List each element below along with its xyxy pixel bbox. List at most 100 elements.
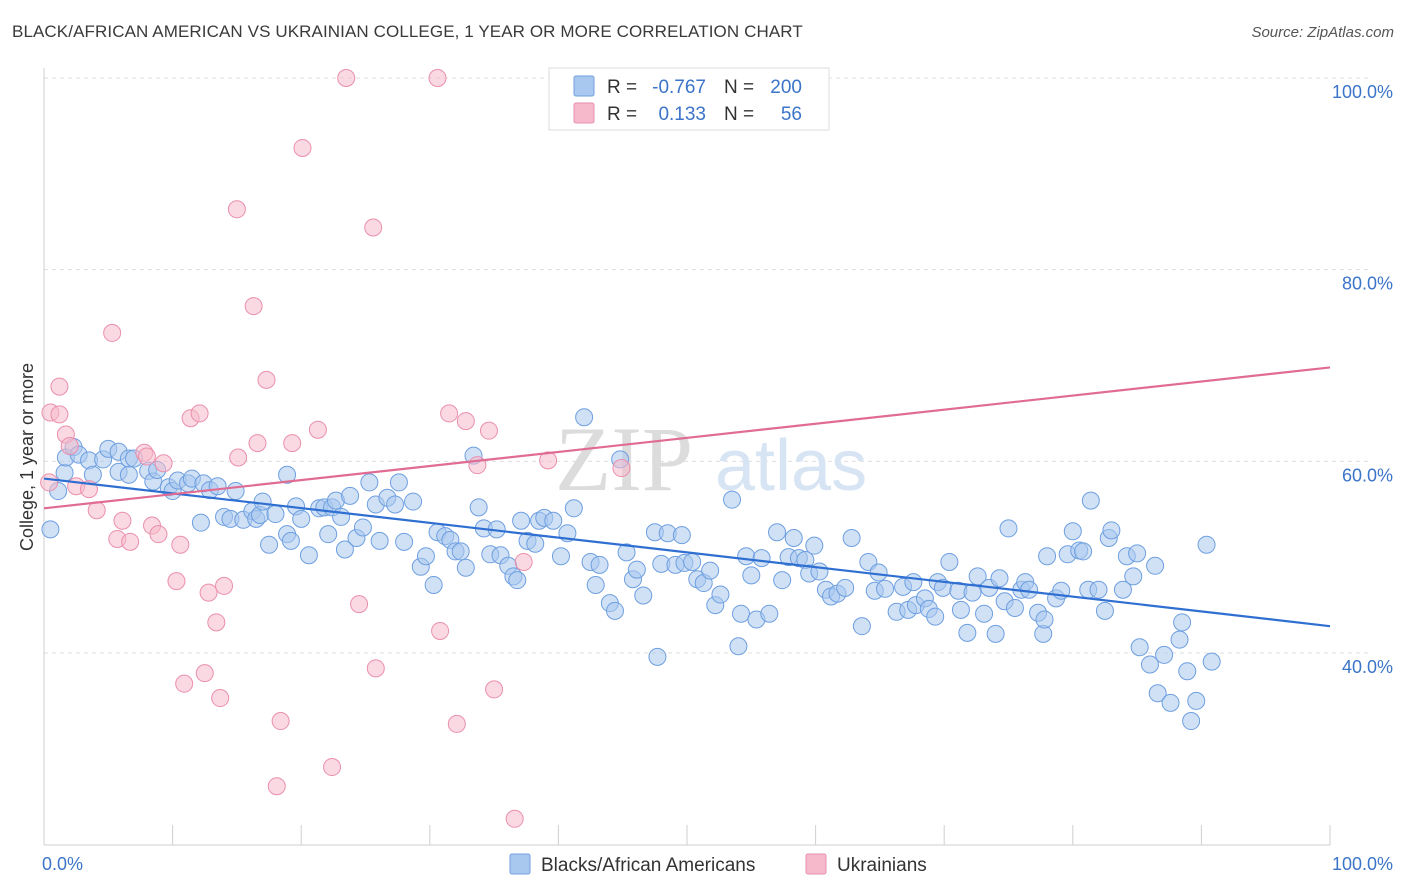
legend-bottom-swatch-blacks — [509, 853, 531, 875]
legend-n-label-ukrainians: N = — [724, 104, 754, 125]
point-blacks — [389, 473, 408, 492]
point-ukrainians — [215, 576, 234, 595]
point-blacks — [1161, 693, 1180, 712]
point-blacks — [1113, 580, 1132, 599]
point-blacks — [404, 492, 423, 511]
point-ukrainians — [612, 459, 631, 478]
point-ukrainians — [479, 421, 498, 440]
watermark-atlas: atlas — [715, 426, 867, 506]
point-blacks — [711, 585, 730, 604]
point-blacks — [353, 518, 372, 537]
point-blacks — [360, 473, 379, 492]
point-blacks — [292, 509, 311, 528]
point-blacks — [1182, 712, 1201, 731]
point-blacks — [1130, 638, 1149, 657]
legend-series: Blacks/African Americans Ukrainians — [509, 853, 927, 876]
y-tick-label: 80.0% — [1342, 274, 1393, 294]
point-blacks — [416, 547, 435, 566]
point-blacks — [1187, 691, 1206, 710]
scatter-points — [40, 69, 1221, 828]
point-ukrainians — [171, 535, 190, 554]
trend-line-ukrainians — [43, 366, 1331, 510]
chart-title: BLACK/AFRICAN AMERICAN VS UKRAINIAN COLL… — [12, 22, 803, 41]
point-blacks — [508, 571, 527, 590]
point-ukrainians — [485, 680, 504, 699]
point-blacks — [1146, 556, 1165, 575]
point-blacks — [1128, 544, 1147, 563]
point-blacks — [299, 546, 318, 565]
point-blacks — [526, 534, 545, 553]
point-ukrainians — [121, 532, 140, 551]
point-blacks — [1005, 598, 1024, 617]
point-ukrainians — [350, 595, 369, 614]
point-ukrainians — [50, 405, 69, 424]
point-blacks — [990, 569, 1009, 588]
point-ukrainians — [456, 412, 475, 431]
legend-bottom-swatch-ukrainians — [805, 853, 827, 875]
point-blacks — [1155, 645, 1174, 664]
point-blacks — [1074, 542, 1093, 561]
point-blacks — [729, 637, 748, 656]
point-blacks — [634, 586, 653, 605]
legend-bottom-label-ukrainians: Ukrainians — [837, 855, 927, 876]
point-blacks — [1063, 522, 1082, 541]
y-axis-label: College, 1 year or more — [17, 363, 37, 551]
point-blacks — [191, 513, 210, 532]
point-blacks — [723, 490, 742, 509]
point-ukrainians — [440, 404, 459, 423]
legend-swatch-ukrainians — [573, 102, 595, 124]
point-ukrainians — [113, 511, 132, 530]
point-blacks — [544, 511, 563, 530]
point-ukrainians — [154, 454, 173, 473]
point-blacks — [319, 525, 338, 544]
point-blacks — [836, 578, 855, 597]
point-blacks — [1081, 491, 1100, 510]
point-blacks — [386, 495, 405, 514]
point-ukrainians — [323, 758, 342, 777]
point-blacks — [683, 552, 702, 571]
point-ukrainians — [211, 689, 230, 708]
point-blacks — [281, 531, 300, 550]
point-blacks — [226, 482, 245, 501]
grid-lines — [44, 77, 1370, 654]
point-blacks — [648, 647, 667, 666]
point-blacks — [842, 529, 861, 547]
point-ukrainians — [364, 218, 383, 237]
legend-stats: R = -0.767 N = 200 R = 0.133 N = 56 — [548, 67, 830, 131]
point-blacks — [590, 555, 609, 574]
point-ukrainians — [271, 712, 290, 731]
point-blacks — [253, 492, 272, 511]
point-blacks — [1170, 630, 1189, 649]
point-ukrainians — [103, 323, 122, 342]
point-ukrainians — [40, 473, 59, 492]
tick-labels: 0.0% 100.0% 40.0% 60.0% 80.0% 100.0% — [42, 82, 1393, 874]
point-ukrainians — [267, 777, 286, 796]
point-blacks — [1095, 601, 1114, 620]
point-ukrainians — [293, 138, 312, 157]
point-ukrainians — [50, 377, 69, 396]
chart-source: Source: ZipAtlas.com — [1251, 24, 1394, 41]
point-blacks — [975, 604, 994, 623]
point-blacks — [575, 408, 594, 427]
point-blacks — [732, 604, 751, 623]
point-ukrainians — [199, 583, 218, 602]
point-blacks — [805, 536, 824, 555]
point-blacks — [1038, 547, 1057, 566]
point-blacks — [456, 558, 475, 577]
point-blacks — [852, 617, 871, 636]
legend-r-value-blacks: -0.767 — [652, 77, 706, 98]
point-blacks — [512, 511, 531, 530]
legend-r-label-blacks: R = — [607, 77, 637, 98]
point-blacks — [784, 529, 803, 547]
point-ukrainians — [248, 434, 267, 453]
point-blacks — [951, 600, 970, 619]
x-tick-label-min: 0.0% — [42, 854, 83, 874]
point-blacks — [266, 505, 285, 524]
point-blacks — [768, 523, 787, 542]
point-blacks — [41, 520, 60, 539]
point-blacks — [940, 552, 959, 571]
point-ukrainians — [149, 525, 168, 544]
point-blacks — [869, 563, 888, 582]
point-blacks — [1124, 567, 1143, 586]
